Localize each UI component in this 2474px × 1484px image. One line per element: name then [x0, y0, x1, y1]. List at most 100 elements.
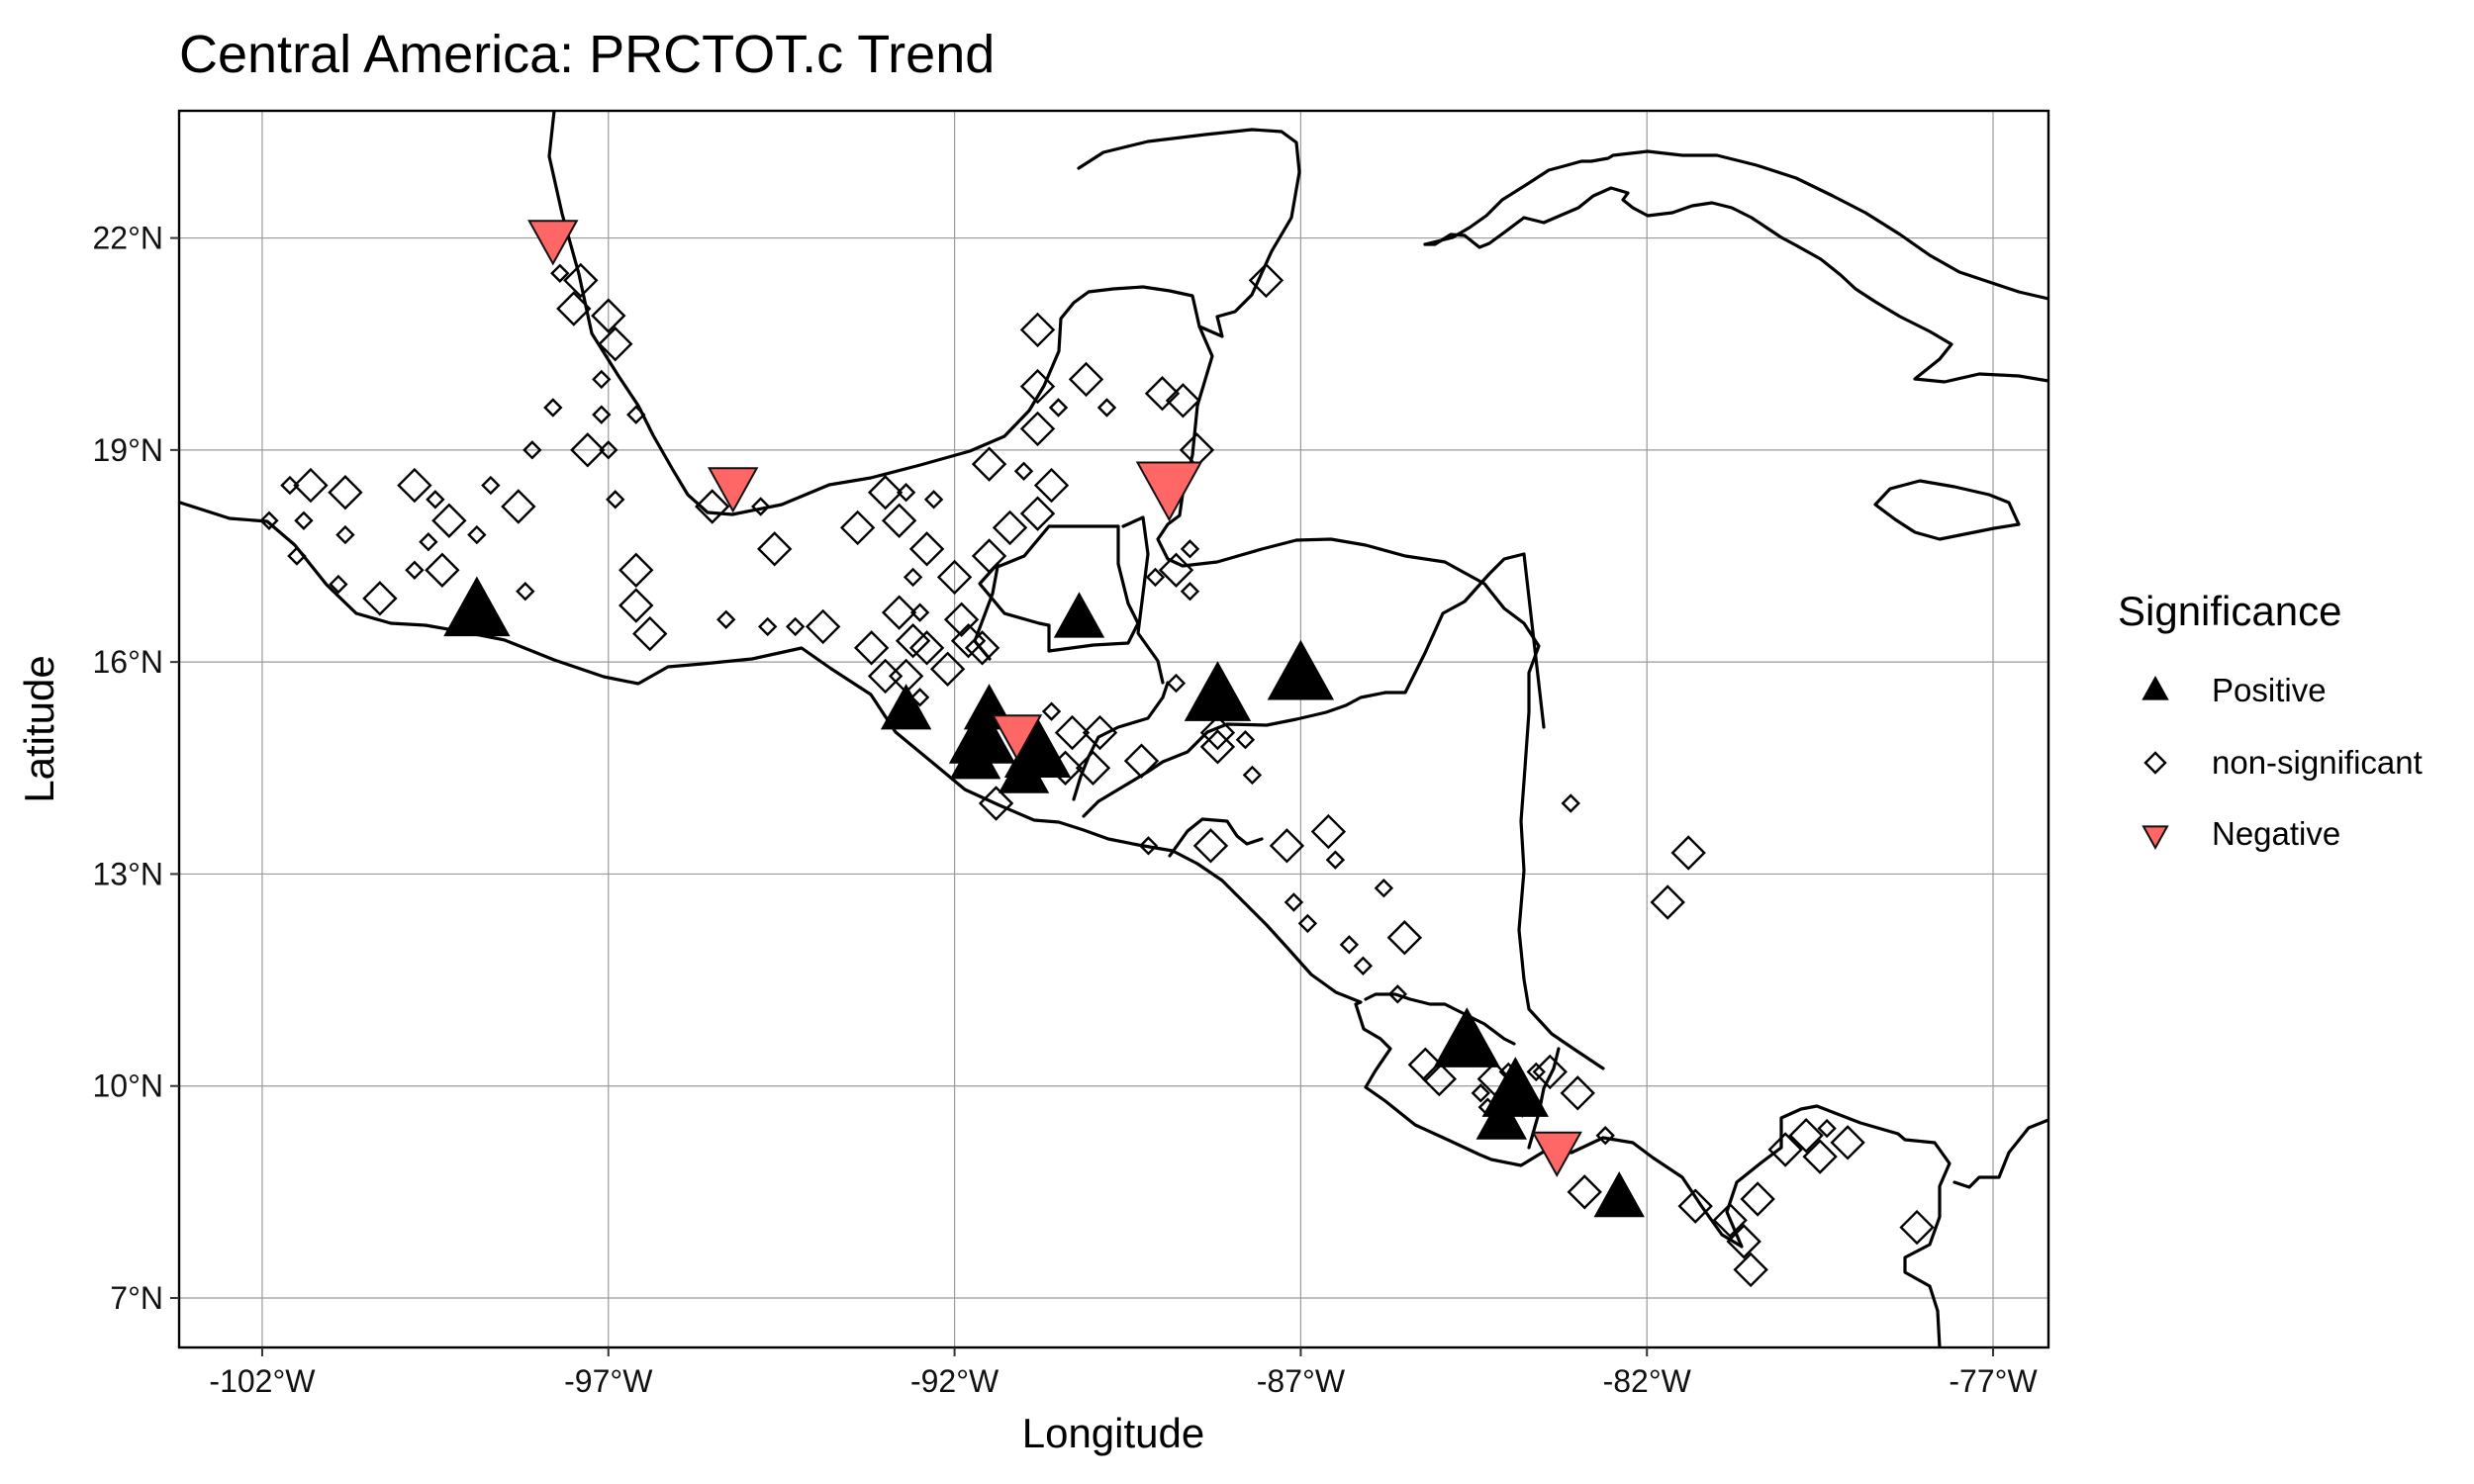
basemap [179, 111, 2048, 1347]
cuba-south-coastline [1423, 186, 2048, 384]
nonsignificant-station-marker [716, 609, 736, 629]
belize-border [1121, 515, 1165, 685]
legend-key-positive [2141, 675, 2169, 700]
nonsignificant-station-marker [294, 510, 314, 530]
nonsignificant-station-marker [405, 560, 425, 580]
nonsignificant-station-marker [1767, 1132, 1803, 1167]
nonsignificant-station-marker [971, 446, 1007, 482]
nonsignificant-station-marker [570, 432, 606, 468]
caribbean-coastline [1156, 325, 1605, 1070]
nonsignificant-station-marker [1650, 884, 1685, 920]
gulf-and-yucatan-coastline [547, 111, 1301, 516]
legend-label-positive: Positive [2212, 672, 2327, 708]
positive-trend-marker [1267, 639, 1335, 700]
nonsignificant-station-marker [335, 524, 355, 545]
nonsignificant-station-marker [1033, 467, 1070, 504]
y-tick-label: 10°N [93, 1068, 164, 1104]
nonsignificant-station-marker [1899, 1209, 1935, 1246]
nonsignificant-station-marker [599, 440, 618, 460]
nonsignificant-station-marker [1726, 1224, 1761, 1259]
nonsignificant-station-marker [785, 616, 806, 637]
nonsignificant-station-marker [1297, 913, 1318, 934]
nonsignificant-station-marker [397, 467, 432, 504]
nonsignificant-station-marker [592, 369, 612, 390]
nonsignificant-station-marker [695, 489, 730, 524]
y-tick-label: 13°N [93, 856, 164, 891]
negative-trend-marker [1531, 1131, 1582, 1177]
nonsignificant-station-marker [964, 630, 1000, 666]
nonsignificant-station-marker [1325, 850, 1346, 870]
nonsignificant-station-marker [1082, 714, 1118, 751]
nonsignificant-station-marker [1096, 398, 1117, 417]
nonsignificant-station-marker [426, 490, 445, 510]
nonsignificant-station-marker [1019, 368, 1056, 405]
nonsignificant-station-marker [756, 531, 793, 567]
nonsignificant-station-marker [1144, 376, 1181, 412]
nonsignificant-station-marker [1310, 813, 1347, 850]
negative-trend-marker [527, 220, 579, 266]
nonsignificant-station-marker [909, 603, 930, 622]
nonsignificant-station-marker [867, 475, 904, 510]
central-america-borders [1072, 552, 1561, 1150]
legend-title: Significance [2118, 588, 2341, 634]
legend-key-nonsignificant [2143, 751, 2167, 775]
nonsignificant-station-marker [632, 615, 668, 652]
nonsignificant-station-marker [1019, 312, 1056, 348]
nonsignificant-station-marker [563, 262, 599, 299]
nonsignificant-station-marker [1048, 398, 1069, 417]
nonsignificant-station-marker [867, 658, 904, 695]
nonsignificant-station-marker [896, 483, 916, 503]
nonsignificant-station-marker [908, 531, 945, 567]
nonsignificant-station-marker [1041, 701, 1062, 721]
nonsignificant-station-marker [1532, 1054, 1568, 1090]
nonsignificant-station-marker [1269, 828, 1305, 864]
nonsignificant-station-marker [805, 608, 841, 645]
x-axis-title: Longitude [1022, 1410, 1205, 1456]
nonsignificant-station-marker [1471, 1083, 1490, 1103]
nonsignificant-station-marker [1788, 1118, 1824, 1154]
cuba-outline [1423, 149, 2048, 301]
nonsignificant-station-marker [1374, 879, 1394, 898]
legend-label-negative: Negative [2212, 815, 2340, 852]
x-tick-label: -102°W [209, 1363, 316, 1399]
legend: Significance Positive non-significant Ne… [2118, 588, 2423, 852]
nonsignificant-station-marker [362, 581, 398, 616]
nonsignificant-station-marker [943, 602, 980, 637]
nonsignificant-station-marker [936, 559, 973, 596]
nonsignificant-station-marker [757, 616, 778, 637]
nonsignificant-station-marker [1199, 729, 1236, 765]
nonsignificant-station-marker [1740, 1181, 1775, 1217]
nonsignificant-station-marker [1560, 1075, 1595, 1111]
mexico-central-america-coastline [179, 501, 1951, 1347]
y-tick-label: 16°N [93, 644, 164, 680]
negative-trend-marker [1135, 461, 1203, 522]
nonsignificant-station-marker [1561, 793, 1580, 813]
nonsignificant-station-marker [1054, 714, 1091, 751]
positive-trend-marker [1184, 661, 1252, 721]
x-tick-label: -82°W [1603, 1363, 1692, 1399]
negative-trend-marker [708, 467, 759, 513]
positive-trend-marker [949, 733, 1001, 780]
guatemala-mexico-border [973, 524, 1140, 661]
x-tick-label: -87°W [1257, 1363, 1346, 1399]
nonsignificant-station-marker [419, 532, 438, 552]
y-tick-label: 22°N [93, 221, 164, 256]
nonsignificant-station-marker [750, 497, 771, 516]
nonsignificant-station-marker [1145, 567, 1166, 588]
x-tick-label: -97°W [564, 1363, 653, 1399]
nonsignificant-station-marker [1567, 1174, 1602, 1210]
nonsignificant-station-marker [1284, 892, 1304, 912]
nonsignificant-station-marker [1123, 743, 1160, 779]
nonsignificant-station-marker [1830, 1125, 1865, 1160]
nonsignificant-station-marker [1075, 750, 1111, 786]
nonsignificant-station-marker [895, 623, 931, 659]
nonsignificant-station-marker [501, 489, 536, 524]
nonsignificant-station-marker [556, 291, 592, 326]
nonsignificant-station-marker [618, 552, 654, 588]
nonsignificant-station-marker [908, 630, 945, 666]
nonsignificant-station-marker [1158, 552, 1194, 588]
nonsignificant-station-marker [1180, 539, 1200, 559]
nonsignificant-station-marker [978, 786, 1014, 821]
nonsignificant-station-marker [1248, 262, 1285, 299]
